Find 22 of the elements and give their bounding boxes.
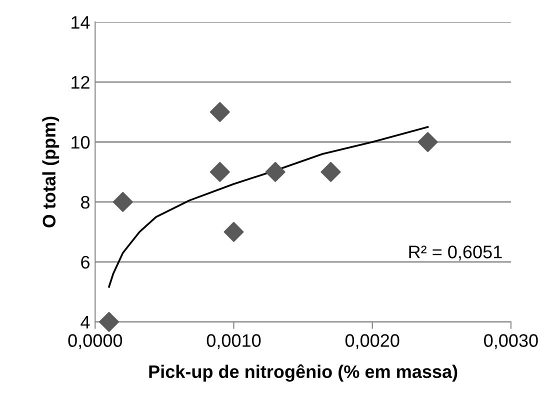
y-tick-label: 12 [72,76,90,89]
annotation: R² = 0,6051 [409,246,502,260]
y-axis-title: O total (ppm) [42,116,60,228]
point [224,222,244,242]
y-tick-label: 4 [80,316,90,328]
y-tick-label: 10 [72,136,90,149]
point [99,312,120,332]
x-tick-label: 0,0000 [68,334,122,350]
x-tick-label: 0,0010 [206,334,261,350]
x-tick-label: 0,0020 [345,334,400,350]
x-tick-label: 0,0030 [484,334,538,350]
y-tick-label: 6 [81,256,90,269]
point [418,132,438,152]
y-tick-label: 14 [72,16,90,29]
x-axis-title: Pick-up de nitrogênio (% em massa) [149,364,458,382]
y-tick-label: 8 [81,196,90,209]
point [265,162,286,182]
point [210,162,230,182]
line-series [108,126,429,288]
point [210,102,230,122]
point [112,192,133,212]
point [320,162,341,182]
